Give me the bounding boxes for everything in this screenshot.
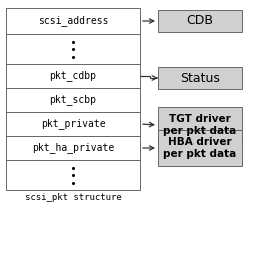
Bar xyxy=(6,112,140,136)
Bar xyxy=(6,88,140,112)
Text: scsi_address: scsi_address xyxy=(38,16,108,26)
Bar xyxy=(6,64,140,88)
Text: HBA driver
per pkt data: HBA driver per pkt data xyxy=(163,137,237,159)
Bar xyxy=(6,160,140,190)
Text: Status: Status xyxy=(180,71,220,84)
Text: pkt_cdbp: pkt_cdbp xyxy=(50,71,97,81)
Bar xyxy=(6,8,140,34)
Text: pkt_private: pkt_private xyxy=(41,119,105,130)
Text: CDB: CDB xyxy=(186,15,214,27)
Bar xyxy=(158,67,242,89)
Bar xyxy=(158,10,242,32)
Text: pkt_scbp: pkt_scbp xyxy=(50,94,97,105)
Text: pkt_ha_private: pkt_ha_private xyxy=(32,143,114,153)
Bar xyxy=(158,107,242,143)
Bar xyxy=(6,34,140,64)
Bar xyxy=(158,130,242,166)
Bar xyxy=(6,136,140,160)
Text: TGT driver
per pkt data: TGT driver per pkt data xyxy=(163,114,237,136)
Text: scsi_pkt structure: scsi_pkt structure xyxy=(25,193,121,202)
